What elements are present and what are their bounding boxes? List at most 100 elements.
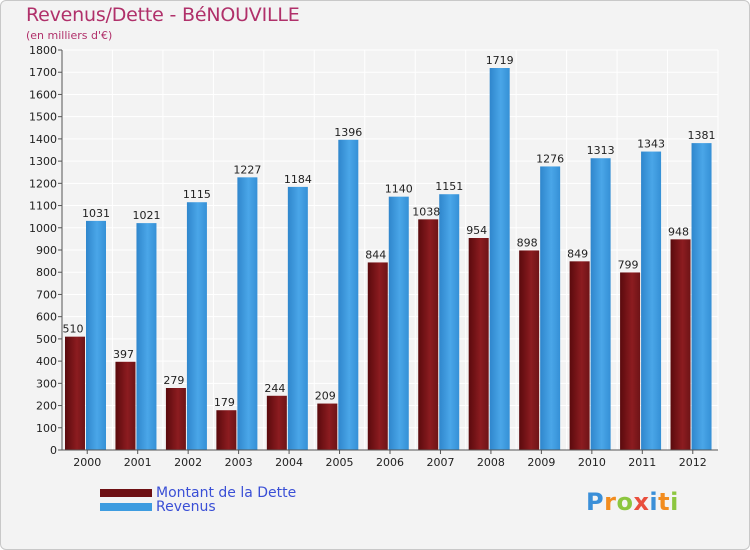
y-tick-label: 200 [36, 400, 57, 413]
y-tick-label: 700 [36, 288, 57, 301]
legend-item-revenus: Revenus [100, 499, 296, 515]
x-tick-label: 2003 [225, 456, 253, 469]
y-tick-label: 1100 [29, 200, 57, 213]
bar-dette [418, 219, 439, 450]
bar-revenus [489, 68, 510, 450]
bar-revenus [540, 166, 561, 450]
y-tick-label: 100 [36, 422, 57, 435]
y-tick-label: 1800 [29, 44, 57, 57]
bar-dette [468, 238, 489, 450]
legend-label-dette: Montant de la Dette [156, 485, 297, 501]
data-label-dette: 397 [113, 348, 134, 361]
bar-dette [569, 261, 590, 450]
data-label-dette: 279 [163, 374, 184, 387]
x-tick-label: 2009 [527, 456, 555, 469]
data-label-dette: 898 [517, 236, 538, 249]
legend-item-dette: Montant de la Dette [100, 485, 297, 501]
logo-letter: o [616, 488, 634, 516]
x-tick-label: 2010 [578, 456, 606, 469]
data-label-revenus: 1381 [688, 129, 716, 142]
chart-subtitle: (en milliers d'€) [26, 29, 113, 42]
legend-swatch-dette [100, 489, 152, 497]
bar-revenus [388, 196, 409, 450]
x-tick-label: 2001 [124, 456, 152, 469]
bar-dette [216, 410, 237, 450]
data-label-dette: 954 [466, 224, 487, 237]
data-label-dette: 510 [63, 323, 84, 336]
y-tick-label: 600 [36, 311, 57, 324]
logo-letter: i [649, 488, 659, 516]
logo-letter: P [586, 488, 605, 516]
y-tick-label: 1200 [29, 177, 57, 190]
bar-revenus [338, 139, 359, 450]
x-tick-label: 2000 [73, 456, 101, 469]
y-tick-label: 1000 [29, 222, 57, 235]
y-tick-label: 500 [36, 333, 57, 346]
bar-revenus [590, 158, 611, 450]
chart-title: Revenus/Dette - BéNOUVILLE [26, 4, 300, 26]
logo-letter: t [658, 488, 671, 516]
bar-dette [620, 272, 641, 450]
data-label-dette: 1038 [412, 205, 440, 218]
bar-revenus [439, 194, 460, 450]
y-tick-label: 800 [36, 266, 57, 279]
data-label-revenus: 1115 [183, 188, 211, 201]
y-tick-label: 1300 [29, 155, 57, 168]
x-tick-label: 2008 [477, 456, 505, 469]
y-tick-label: 1600 [29, 88, 57, 101]
x-tick-label: 2005 [326, 456, 354, 469]
data-label-revenus: 1313 [587, 144, 615, 157]
legend-swatch-revenus [100, 503, 152, 511]
bar-dette [266, 395, 287, 450]
logo-letter: i [670, 488, 679, 516]
data-label-revenus: 1140 [385, 183, 413, 196]
y-tick-label: 1700 [29, 66, 57, 79]
data-label-revenus: 1396 [334, 126, 362, 139]
x-tick-label: 2011 [628, 456, 656, 469]
data-label-revenus: 1276 [536, 152, 564, 165]
data-label-revenus: 1184 [284, 173, 312, 186]
bar-revenus [641, 151, 662, 451]
data-label-revenus: 1021 [132, 209, 160, 222]
data-label-dette: 844 [365, 248, 386, 261]
data-label-revenus: 1227 [233, 163, 261, 176]
x-tick-label: 2007 [426, 456, 454, 469]
bar-dette [367, 262, 388, 450]
data-label-revenus: 1151 [435, 180, 463, 193]
bar-dette [115, 361, 136, 450]
logo-letter: r [604, 488, 617, 516]
bar-dette [165, 388, 186, 450]
data-label-revenus: 1343 [637, 138, 665, 151]
x-tick-label: 2002 [174, 456, 202, 469]
y-tick-label: 300 [36, 377, 57, 390]
bar-dette [65, 336, 85, 450]
logo-letter: x [633, 488, 650, 516]
x-tick-label: 2012 [679, 456, 707, 469]
chart-legend: Montant de la Dette Revenus [100, 485, 297, 515]
bar-revenus [86, 220, 106, 450]
data-label-dette: 244 [264, 382, 285, 395]
bar-dette [317, 403, 338, 450]
y-tick-label: 1500 [29, 111, 57, 124]
y-tick-label: 900 [36, 244, 57, 257]
data-label-dette: 948 [668, 225, 689, 238]
y-tick-label: 400 [36, 355, 57, 368]
bar-revenus [186, 202, 207, 450]
y-tick-label: 1400 [29, 133, 57, 146]
data-label-dette: 849 [567, 247, 588, 260]
proxiti-logo: Proxiti [586, 488, 679, 516]
legend-label-revenus: Revenus [156, 499, 216, 515]
bar-revenus [237, 177, 258, 451]
data-label-dette: 209 [315, 390, 336, 403]
y-tick-label: 0 [50, 444, 57, 457]
bar-dette [670, 239, 691, 450]
bar-revenus [287, 186, 308, 450]
data-label-dette: 799 [618, 258, 639, 271]
data-label-dette: 179 [214, 396, 235, 409]
x-tick-label: 2006 [376, 456, 404, 469]
bar-dette [519, 250, 540, 450]
bar-revenus [136, 223, 157, 450]
x-tick-label: 2004 [275, 456, 303, 469]
data-label-revenus: 1031 [82, 207, 110, 220]
